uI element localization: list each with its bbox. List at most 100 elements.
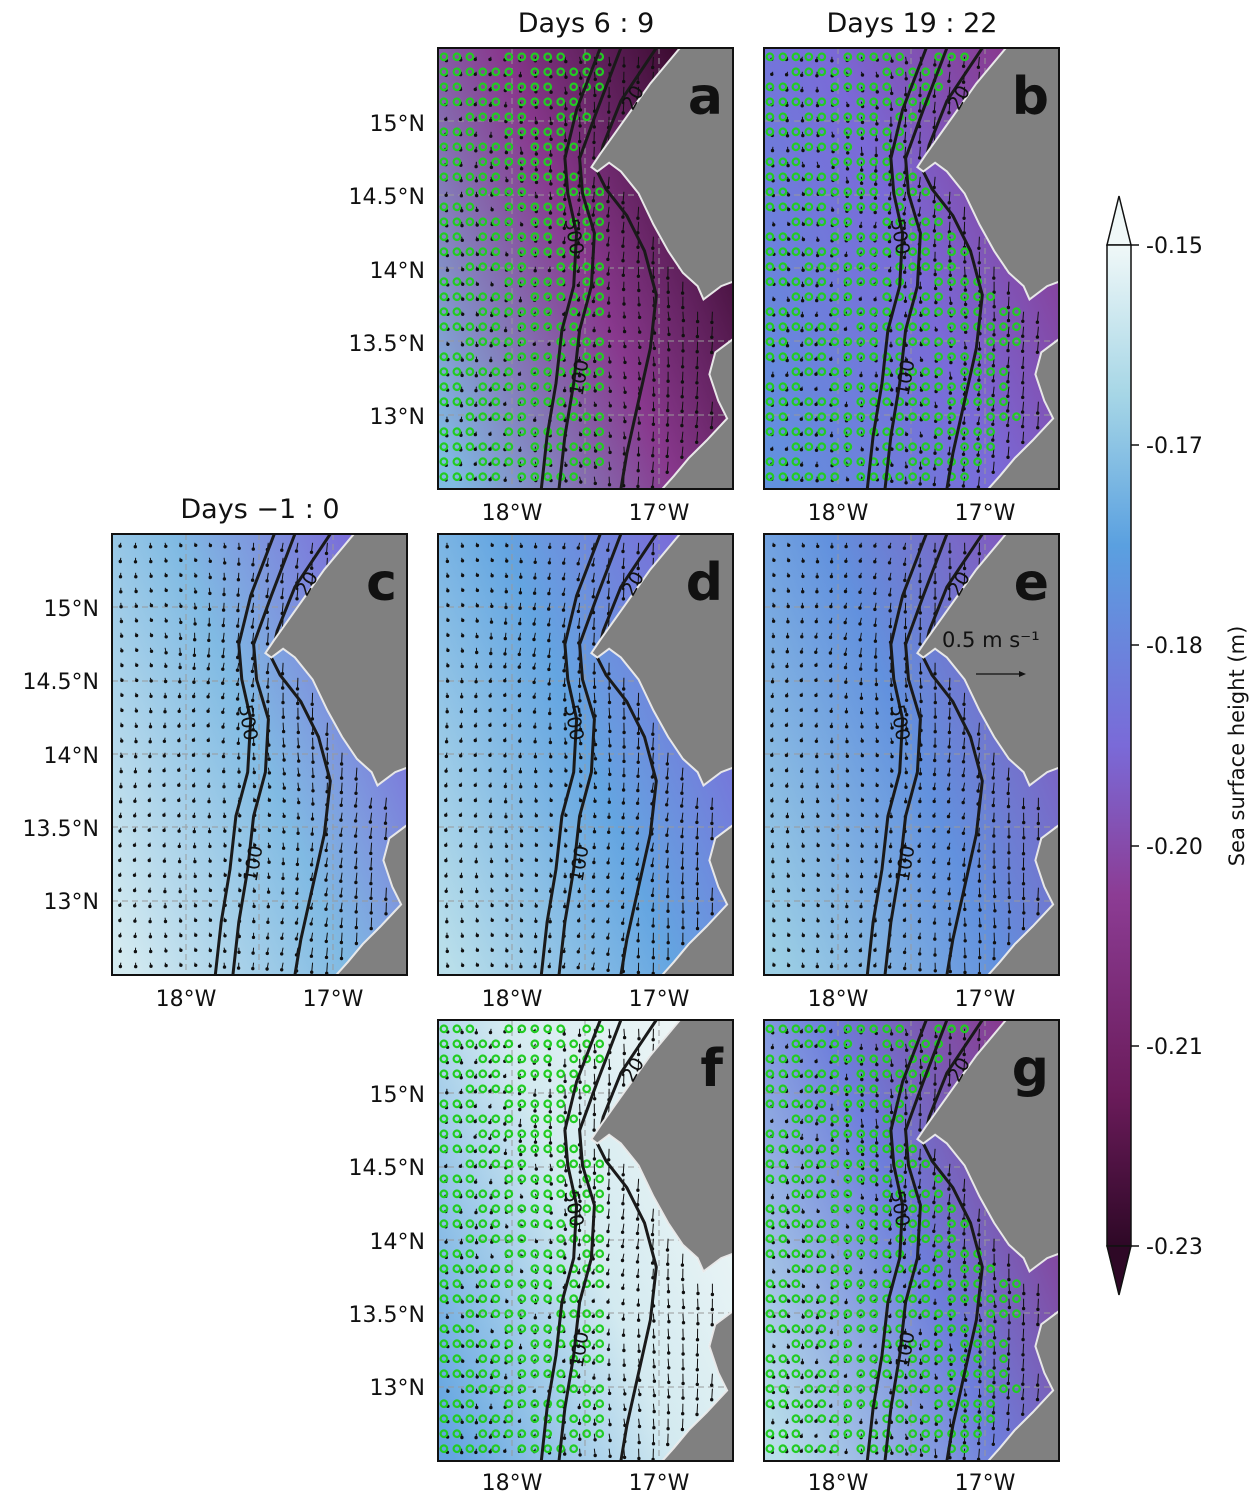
colorbar-max-extension [1106, 195, 1132, 246]
lat-tick: 13°N [370, 405, 425, 430]
lat-tick: 14.5°N [349, 185, 425, 210]
colorbar-body [1106, 244, 1132, 1247]
panel-frame [763, 1019, 1060, 1462]
isobath-20 [269, 534, 332, 975]
lon-tick: 17°W [629, 501, 690, 526]
lat-tick: 13.5°N [349, 1303, 425, 1328]
isobath-500 [539, 534, 602, 975]
velocity-arrows [770, 542, 1041, 975]
isobath-100 [231, 534, 297, 975]
colorbar: -0.15 -0.17 -0.18 -0.20 -0.21 -0.23 Sea … [1106, 195, 1249, 1296]
velocity-arrows [118, 542, 388, 975]
isobath-500 [539, 1020, 602, 1461]
lat-tick: 14°N [370, 1230, 425, 1255]
lat-tick: 15°N [370, 112, 425, 137]
isobath-100 [883, 48, 949, 489]
isobaths [213, 534, 332, 975]
lat-axis-row2: 15°N 14.5°N 14°N 13.5°N 13°N [23, 597, 99, 915]
coastline [916, 534, 1059, 975]
panel-letter: a [688, 67, 723, 127]
colorbar-tick: -0.20 [1146, 835, 1203, 860]
lon-tick: 17°W [955, 1471, 1016, 1496]
reference-arrowhead [1019, 671, 1026, 677]
lat-tick: 14°N [370, 259, 425, 284]
isobath-100 [557, 1020, 623, 1461]
coastline [264, 534, 407, 975]
column-title-days-minus1-0: Days −1 : 0 [180, 494, 339, 525]
lon-tick: 18°W [808, 501, 869, 526]
isobaths [539, 1020, 658, 1461]
panel-frame [437, 47, 734, 490]
colorbar-tick: -0.18 [1146, 634, 1203, 659]
isobath-500 [539, 48, 602, 489]
lat-tick: 15°N [370, 1083, 425, 1108]
coastline [916, 48, 1059, 489]
lon-tick: 17°W [629, 987, 690, 1012]
lat-tick: 13°N [44, 890, 99, 915]
panel-frame [437, 1019, 734, 1462]
lat-tick: 14.5°N [349, 1156, 425, 1181]
isobaths [539, 48, 658, 489]
column-title-days-19-22: Days 19 : 22 [827, 8, 998, 39]
isobath-100 [883, 1020, 949, 1461]
isobath-20 [595, 534, 658, 975]
isobath-100 [883, 534, 949, 975]
significance-stipple [765, 52, 1021, 482]
lon-tick: 17°W [955, 987, 1016, 1012]
coastline [590, 1020, 733, 1461]
isobath-100 [557, 48, 623, 489]
lat-tick: 15°N [44, 597, 99, 622]
column-title-days-6-9: Days 6 : 9 [518, 8, 655, 39]
lat-axis-row3: 15°N 14.5°N 14°N 13.5°N 13°N [349, 1083, 425, 1401]
lon-tick: 18°W [808, 987, 869, 1012]
lon-tick: 18°W [808, 1471, 869, 1496]
significance-stipple [439, 52, 605, 482]
isobath-500 [213, 534, 276, 975]
panel-letter: d [686, 553, 723, 613]
lon-axis-labels: 18°W 17°W 18°W 17°W 18°W 17°W 18°W 17°W … [156, 501, 1016, 1496]
lat-tick: 13.5°N [23, 817, 99, 842]
lat-tick: 13°N [370, 1376, 425, 1401]
colorbar-min-extension [1106, 1245, 1132, 1296]
colorbar-tick: -0.15 [1146, 234, 1203, 259]
isobath-20 [921, 534, 984, 975]
panel-letter: b [1012, 67, 1049, 127]
panel-letter: f [700, 1039, 724, 1099]
isobath-20 [595, 48, 658, 489]
panel-frame [763, 533, 1060, 976]
lon-tick: 18°W [482, 501, 543, 526]
lon-tick: 18°W [482, 1471, 543, 1496]
isobath-500 [865, 534, 928, 975]
panel-letter: e [1014, 553, 1049, 613]
reference-vector-label: 0.5 m s⁻¹ [942, 628, 1040, 652]
lon-tick: 17°W [303, 987, 364, 1012]
colorbar-tick: -0.17 [1146, 434, 1203, 459]
significance-stipple [439, 1024, 605, 1454]
isobaths [865, 1020, 984, 1461]
isobath-20 [921, 1020, 984, 1461]
isobaths [865, 48, 984, 489]
colorbar-tick: -0.23 [1146, 1235, 1203, 1260]
coastline [916, 1020, 1059, 1461]
panel-frame [111, 533, 408, 976]
colorbar-title: Sea surface height (m) [1225, 626, 1249, 867]
panel-frame [437, 533, 734, 976]
isobath-100 [557, 534, 623, 975]
isobaths [539, 534, 658, 975]
significance-stipple [765, 1024, 1021, 1454]
lat-tick: 13.5°N [349, 332, 425, 357]
lon-tick: 18°W [482, 987, 543, 1012]
lon-tick: 17°W [629, 1471, 690, 1496]
coastline [590, 534, 733, 975]
colorbar-tick: -0.21 [1146, 1035, 1203, 1060]
lat-axis-row1: 15°N 14.5°N 14°N 13.5°N 13°N [349, 112, 425, 430]
coastline [590, 48, 733, 489]
